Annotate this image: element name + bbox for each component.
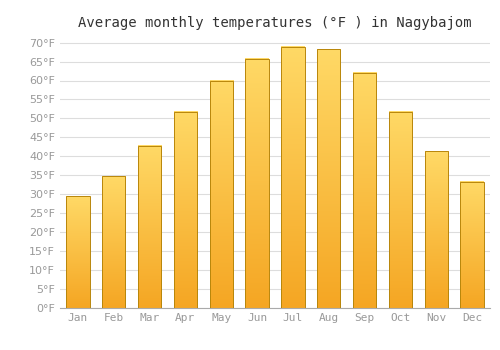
Bar xyxy=(138,146,161,308)
Bar xyxy=(66,196,90,308)
Bar xyxy=(353,72,376,308)
Bar xyxy=(389,112,412,308)
Title: Average monthly temperatures (°F ) in Nagybajom: Average monthly temperatures (°F ) in Na… xyxy=(78,16,472,30)
Bar xyxy=(424,151,448,308)
Bar xyxy=(246,58,268,308)
Bar xyxy=(317,49,340,308)
Bar xyxy=(174,112,197,308)
Bar xyxy=(460,182,483,308)
Bar xyxy=(210,81,233,308)
Bar xyxy=(102,176,126,308)
Bar xyxy=(282,47,304,308)
